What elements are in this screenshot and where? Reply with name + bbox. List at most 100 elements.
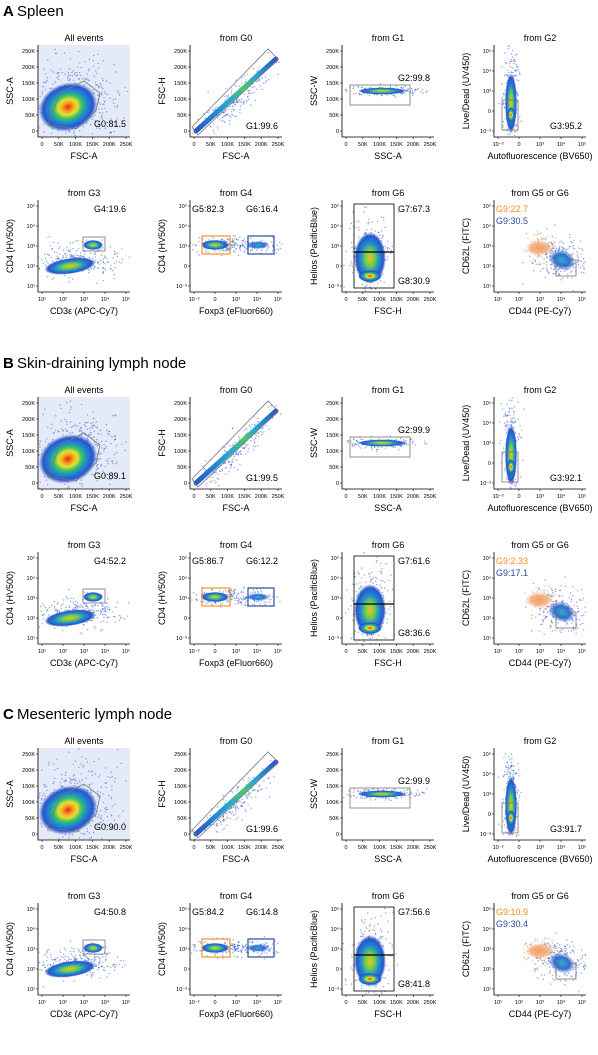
event-dot xyxy=(255,100,256,101)
event-dot xyxy=(217,126,218,127)
y-axis-label: CD62L (FITC) xyxy=(461,570,471,626)
event-dot xyxy=(104,257,105,258)
event-dot xyxy=(114,267,115,268)
event-dot xyxy=(48,254,49,255)
event-dot xyxy=(95,259,96,260)
panel-title: from G5 or G6 xyxy=(511,188,569,198)
event-dot xyxy=(88,80,89,81)
event-dot xyxy=(236,249,237,250)
y-tick-label: 0 xyxy=(184,481,187,487)
event-dot xyxy=(354,445,355,446)
event-dot xyxy=(117,90,118,91)
event-dot xyxy=(257,445,258,446)
event-dot xyxy=(529,256,530,257)
event-dot xyxy=(98,814,99,815)
event-dot xyxy=(81,479,82,480)
event-dot xyxy=(566,623,567,624)
event-dot xyxy=(390,86,391,87)
event-dot xyxy=(107,461,108,462)
event-dot xyxy=(196,599,197,600)
x-tick-label: 10⁵ xyxy=(274,648,282,655)
x-tick-label: 10⁻³ xyxy=(189,649,200,655)
y-tick-label: 0 xyxy=(32,481,35,487)
event-dot xyxy=(102,271,103,272)
event-dot xyxy=(239,438,240,439)
event-dot xyxy=(232,247,233,248)
event-dot xyxy=(100,792,101,793)
event-dot xyxy=(72,242,73,243)
event-dot xyxy=(253,68,254,69)
event-dot xyxy=(559,247,560,248)
event-dot xyxy=(65,780,66,781)
event-dot xyxy=(70,601,71,602)
event-dot xyxy=(230,93,231,94)
event-dot xyxy=(517,94,518,95)
panel-title: from G3 xyxy=(68,540,101,550)
event-dot xyxy=(415,444,416,445)
event-dot xyxy=(362,284,363,285)
event-dot xyxy=(234,244,235,245)
y-tick-label: 10⁵ xyxy=(179,555,187,562)
event-dot xyxy=(40,803,41,804)
event-dot xyxy=(381,571,382,572)
event-dot xyxy=(577,608,578,609)
event-dot xyxy=(543,611,544,612)
event-dot xyxy=(371,288,372,289)
event-dot xyxy=(115,463,116,464)
event-dot xyxy=(113,131,114,132)
event-dot xyxy=(94,253,95,254)
event-dot xyxy=(364,207,365,208)
event-dot xyxy=(403,87,404,88)
event-dot xyxy=(101,611,102,612)
event-dot xyxy=(246,101,247,102)
event-dot xyxy=(510,487,511,488)
event-dot xyxy=(119,261,120,262)
event-dot xyxy=(227,96,228,97)
density-region xyxy=(246,241,270,249)
event-dot xyxy=(84,592,85,593)
y-tick-label: 10⁻³ xyxy=(328,284,339,290)
event-dot xyxy=(97,617,98,618)
event-dot xyxy=(219,471,220,472)
event-dot xyxy=(372,578,373,579)
event-dot xyxy=(72,248,73,249)
event-dot xyxy=(258,432,259,433)
event-dot xyxy=(112,463,113,464)
event-dot xyxy=(72,834,73,835)
section-letter: C xyxy=(3,706,14,723)
event-dot xyxy=(101,109,102,110)
event-dot xyxy=(106,446,107,447)
event-dot xyxy=(233,102,234,103)
event-dot xyxy=(583,258,584,259)
event-dot xyxy=(198,241,199,242)
y-tick-label: 10² xyxy=(27,264,35,270)
event-dot xyxy=(400,437,401,438)
y-tick-label: 250K xyxy=(174,401,187,407)
x-tick-label: 250K xyxy=(424,649,437,655)
event-dot xyxy=(583,629,584,630)
event-dot xyxy=(533,258,534,259)
event-dot xyxy=(113,103,114,104)
event-dot xyxy=(536,257,537,258)
event-dot xyxy=(68,75,69,76)
event-dot xyxy=(554,273,555,274)
event-dot xyxy=(205,603,206,604)
event-dot xyxy=(388,580,389,581)
event-dot xyxy=(196,245,197,246)
event-dot xyxy=(90,423,91,424)
event-dot xyxy=(105,811,106,812)
event-dot xyxy=(562,278,563,279)
event-dot xyxy=(241,82,242,83)
event-dot xyxy=(345,251,346,252)
event-dot xyxy=(246,429,247,430)
event-dot xyxy=(245,428,246,429)
event-dot xyxy=(107,776,108,777)
event-dot xyxy=(102,614,103,615)
x-tick-label: 10³ xyxy=(80,297,88,303)
event-dot xyxy=(239,451,240,452)
event-dot xyxy=(267,248,268,249)
y-tick-label: 50K xyxy=(25,465,35,471)
